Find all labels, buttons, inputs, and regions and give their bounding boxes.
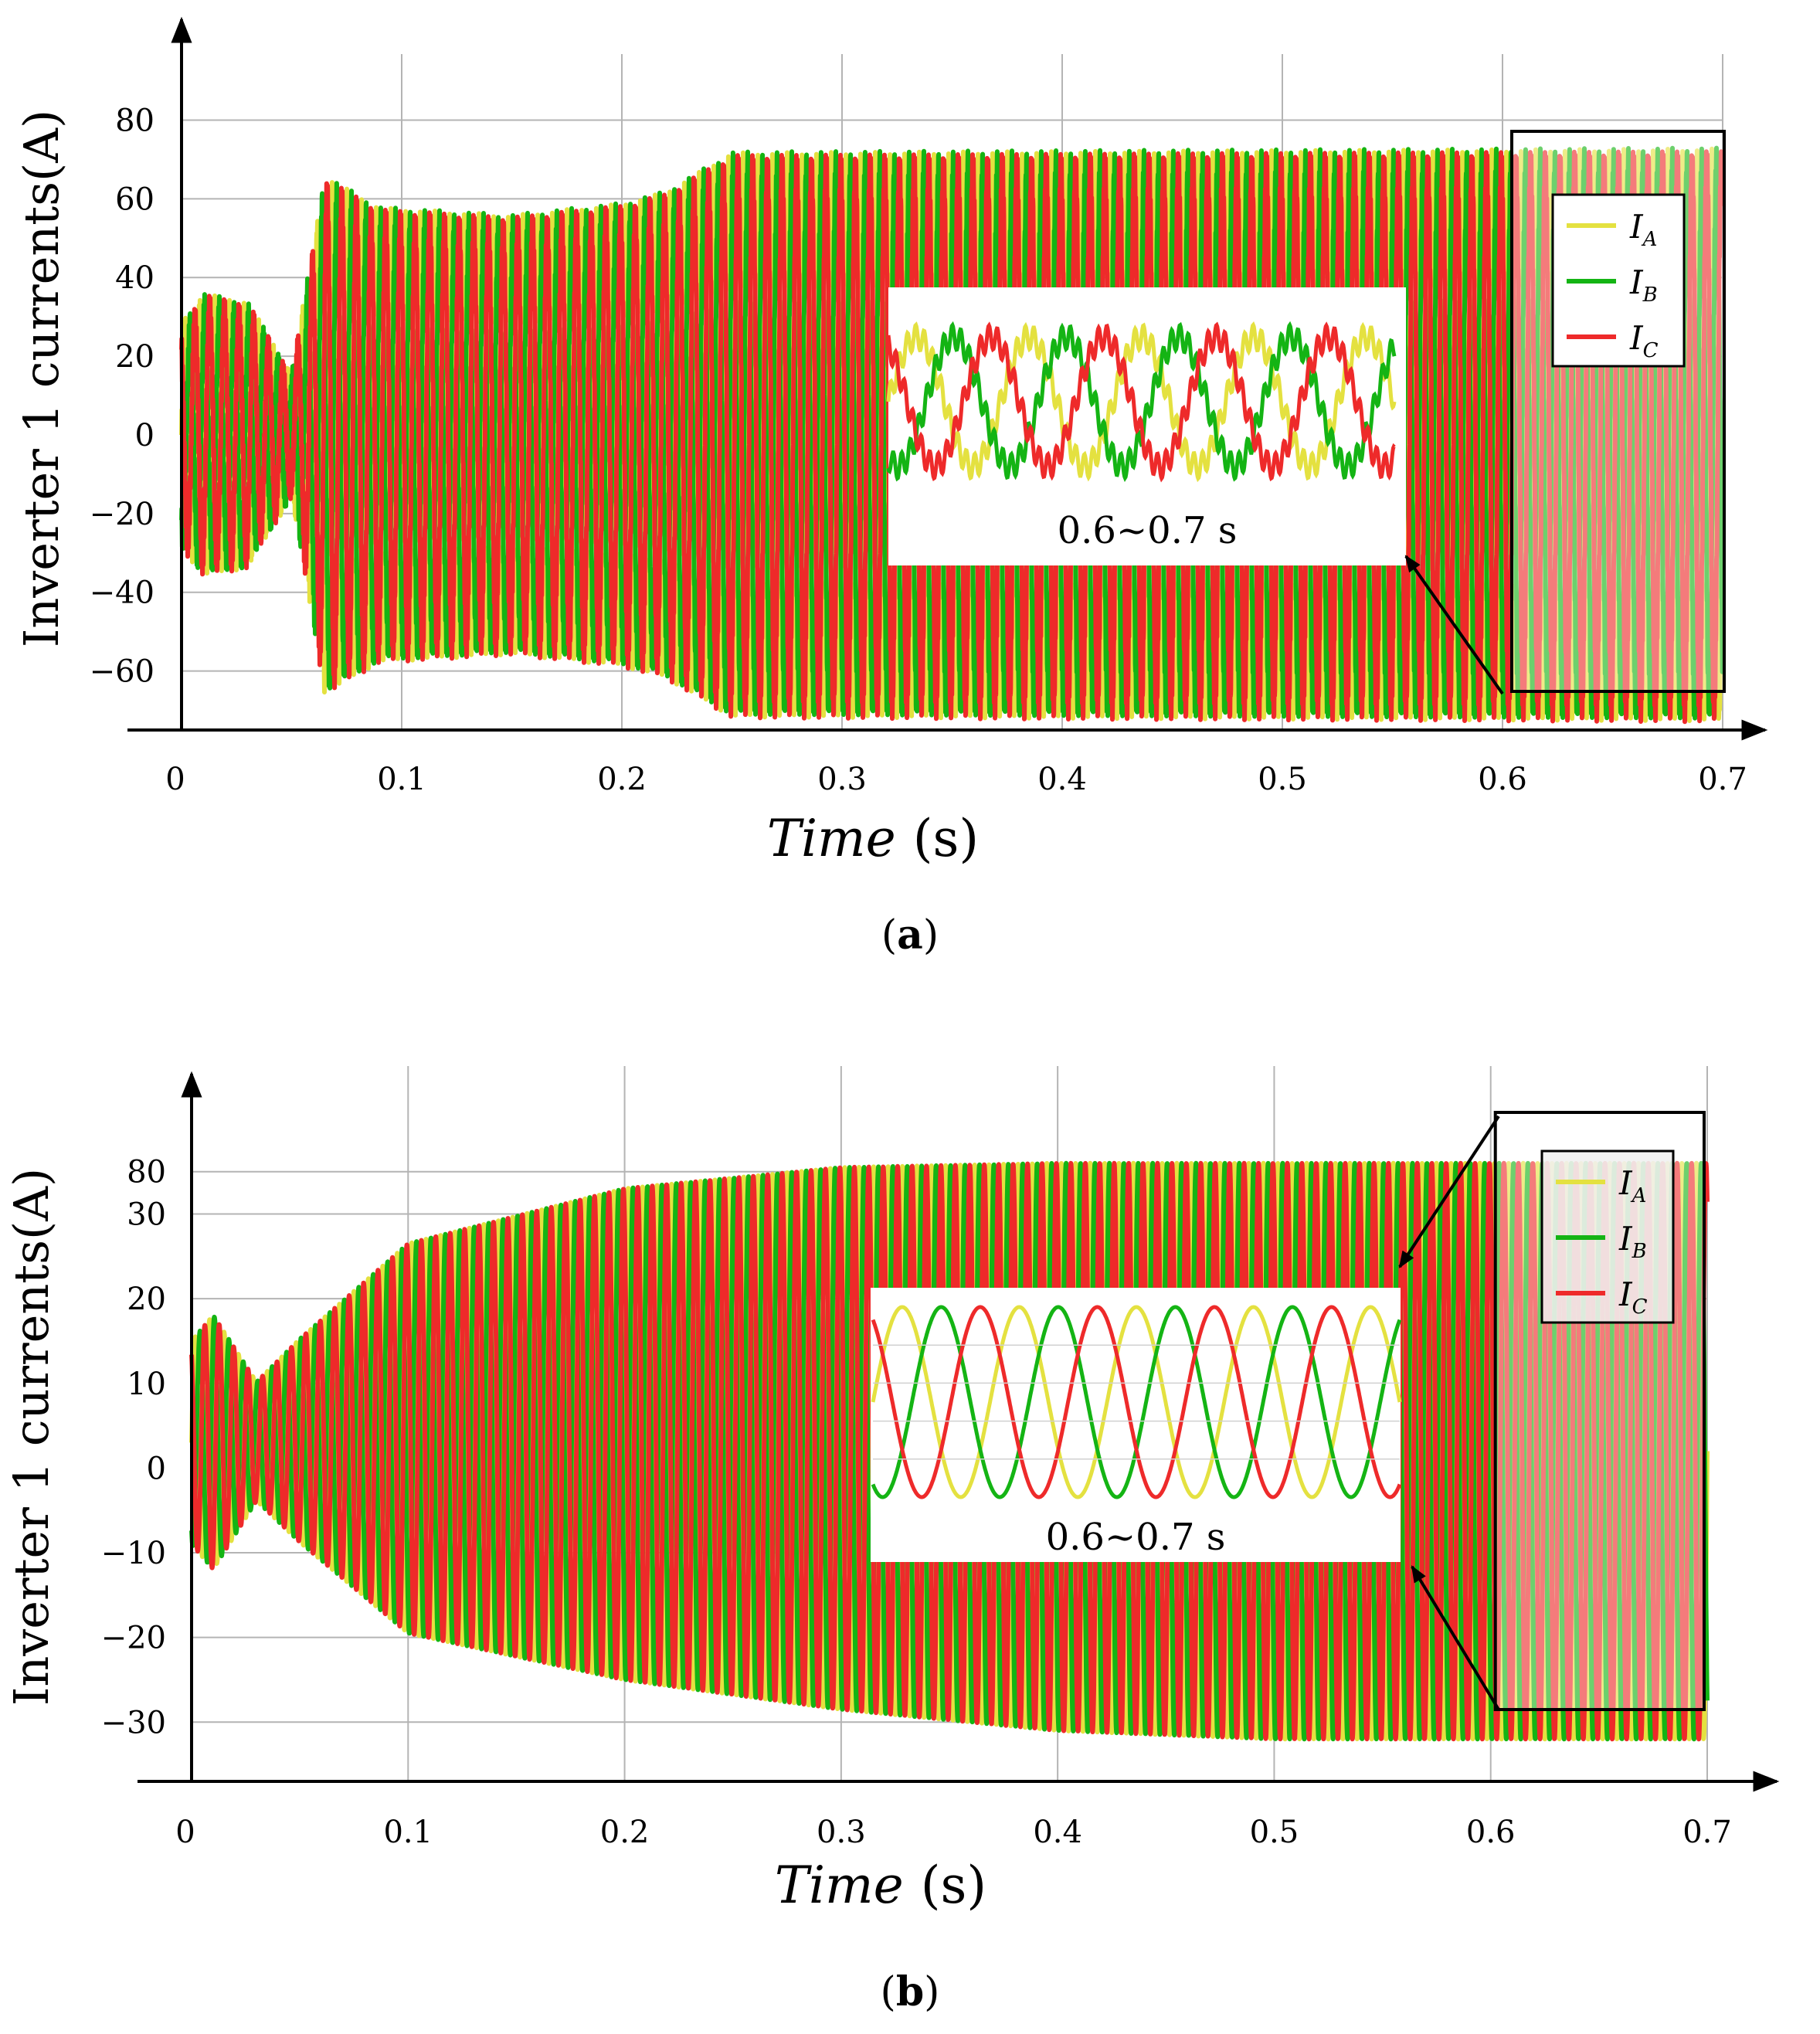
y-tick-label: 0 [135, 418, 154, 453]
x-axis-title-var: Time [767, 809, 896, 868]
legend-label-IC: IC [1618, 1275, 1648, 1319]
inset-series-line-IC [871, 1305, 1402, 1499]
x-tick-label: 0.6 [1478, 762, 1527, 797]
y-tick-label: 80 [115, 103, 154, 138]
y-tick-label: 20 [127, 1282, 166, 1317]
inset-background [888, 287, 1406, 565]
legend-label-main: I [1629, 319, 1644, 357]
legend-label-IB: IB [1629, 263, 1658, 307]
x-axis-title-var: Time [775, 1856, 904, 1915]
inset-label: 0.6~0.7 s [1058, 509, 1238, 552]
legend-label-sub: C [1643, 339, 1659, 362]
inset: 0.6~0.7 s [871, 1288, 1402, 1562]
inset-series-line-IA [886, 321, 1397, 483]
legend-label-sub: B [1632, 1240, 1647, 1263]
x-tick-label: 0 [175, 1815, 195, 1850]
x-tick-label: 0.7 [1682, 1815, 1732, 1850]
x-tick-label: 0.7 [1698, 762, 1747, 797]
inset-background [871, 1288, 1401, 1562]
y-tick-label: 80 [127, 1155, 166, 1190]
x-tick-label: 0.4 [1033, 1815, 1082, 1850]
caption-b-label: b [895, 1968, 925, 2015]
x-tick-label: 0.5 [1250, 1815, 1299, 1850]
legend-label-main: I [1618, 1275, 1633, 1313]
y-tick-label: 30 [127, 1197, 166, 1233]
y-tick-label: −20 [90, 497, 154, 532]
y-tick-label: 10 [127, 1367, 166, 1402]
axes: 0 0.1 0.2 0.3 0.4 0.5 0.6 0.7 80 30 20 10 0 −10 −20 −30… [3, 1071, 1780, 1915]
x-tick-label: 0.1 [383, 1815, 433, 1850]
legend-label-sub: A [1631, 1184, 1647, 1207]
series-line-IB [189, 1160, 1710, 1742]
y-axis-title: Inverter 1 currents(A) [13, 110, 70, 647]
x-tick-label: 0.4 [1037, 762, 1087, 797]
caption-a-label: a [897, 912, 923, 959]
series-line-IC [179, 149, 1725, 725]
legend-label-main: I [1618, 1220, 1633, 1258]
legend-label-IB: IB [1618, 1220, 1647, 1263]
x-tick-label: 0.2 [597, 762, 647, 797]
y-tick-label: −60 [90, 654, 154, 690]
y-tick-label: 0 [147, 1451, 166, 1486]
x-tick-label: 0.1 [377, 762, 426, 797]
x-axis-title: Time (s) [775, 1856, 986, 1915]
x-axis-title: Time (s) [767, 809, 979, 868]
inset-series-line-IC [886, 321, 1396, 483]
x-tick-label: 0.3 [817, 762, 867, 797]
y-tick-label: 40 [115, 260, 154, 296]
y-tick-label: 20 [115, 339, 154, 375]
zoom-arrow [1398, 1115, 1500, 1268]
zoom-arrow [1411, 1565, 1500, 1711]
x-tick-label: 0 [165, 762, 185, 797]
y-tick-label: −30 [101, 1705, 166, 1740]
zoom-arrow [1404, 555, 1504, 695]
x-tick-label: 0.2 [600, 1815, 650, 1850]
x-axis-title-unit: (s) [921, 1856, 986, 1915]
caption-b: (b) [880, 1968, 940, 2015]
series-line-IC [189, 1160, 1710, 1742]
inset: 0.6~0.7 s [886, 287, 1406, 565]
legend-label-main: I [1618, 1164, 1633, 1202]
legend-label-main: I [1629, 263, 1644, 301]
x-axis-title-unit: (s) [913, 809, 979, 868]
caption-a: (a) [881, 912, 939, 959]
legend-label-IC: IC [1629, 319, 1659, 362]
y-tick-label: −40 [90, 576, 154, 611]
x-tick-label: 0.3 [817, 1815, 866, 1850]
y-tick-label: −20 [101, 1621, 166, 1656]
legend-label-IA: IA [1629, 208, 1657, 251]
axes: 0 0.1 0.2 0.3 0.4 0.5 0.6 0.7 80 60 40 20 0 −20 −40 −60… [13, 16, 1768, 868]
y-tick-label: −10 [101, 1536, 166, 1571]
legend-label-sub: A [1642, 228, 1658, 251]
x-tick-label: 0.5 [1258, 762, 1307, 797]
inset-series-line-IA [871, 1305, 1402, 1499]
inset-label: 0.6~0.7 s [1046, 1516, 1226, 1559]
x-tick-label: 0.6 [1466, 1815, 1516, 1850]
legend-label-sub: B [1642, 284, 1658, 307]
y-axis-title: Inverter 1 currents(A) [3, 1168, 59, 1706]
series-line-IB [179, 145, 1725, 721]
legend-label-sub: C [1632, 1295, 1648, 1319]
y-tick-label: 60 [115, 182, 154, 217]
legend-label-main: I [1629, 208, 1644, 246]
legend-label-IA: IA [1618, 1164, 1646, 1207]
inset-series-line-IB [886, 321, 1397, 483]
